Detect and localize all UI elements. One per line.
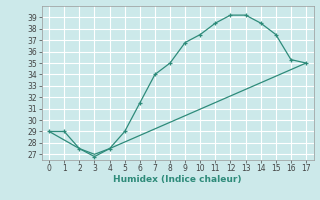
X-axis label: Humidex (Indice chaleur): Humidex (Indice chaleur) [113,175,242,184]
